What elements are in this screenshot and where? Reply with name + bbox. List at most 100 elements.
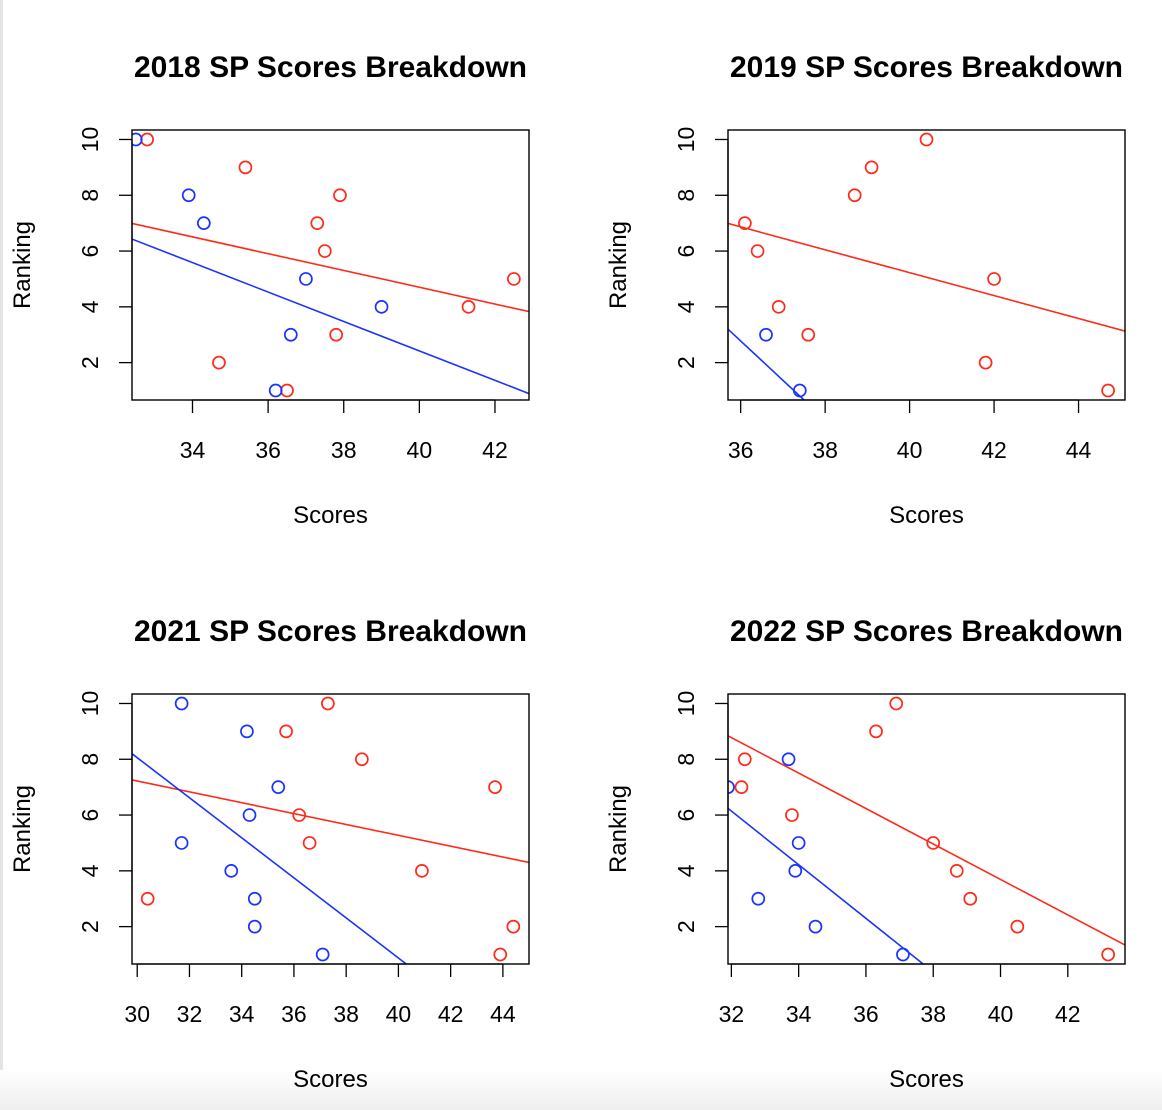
fit-line-blue — [132, 238, 529, 395]
x-axis-label: Scores — [293, 502, 368, 529]
data-point-red — [506, 919, 521, 934]
y-tick-label: 10 — [673, 691, 699, 717]
data-point-red — [734, 780, 749, 795]
data-point-blue — [181, 188, 196, 203]
x-tick-label: 44 — [1066, 437, 1092, 463]
data-point-blue — [132, 132, 143, 147]
data-point-red — [140, 132, 154, 147]
data-point-red — [488, 780, 502, 795]
data-point-red — [292, 808, 307, 822]
data-point-red — [738, 216, 752, 231]
x-tick-label: 36 — [281, 1001, 307, 1027]
data-point-blue — [247, 919, 262, 934]
x-axis-label: Scores — [889, 1066, 964, 1093]
data-point-blue — [242, 808, 257, 822]
data-point-red — [801, 327, 816, 342]
y-axis-label: Ranking — [605, 221, 632, 309]
plot-frame — [131, 693, 530, 965]
data-point-red — [771, 299, 786, 314]
y-tick-label: 4 — [673, 300, 699, 313]
x-axis-label: Scores — [293, 1066, 368, 1093]
data-point-red — [238, 160, 253, 175]
data-point-blue — [174, 696, 189, 711]
x-tick-label: 40 — [407, 437, 433, 463]
data-point-red — [869, 724, 883, 739]
y-tick-label: 6 — [673, 245, 699, 258]
plot-data — [728, 696, 1125, 964]
fit-line-red — [728, 222, 1125, 332]
x-axis-label: Scores — [889, 502, 964, 529]
x-tick-label: 36 — [853, 1001, 879, 1027]
x-tick-label: 36 — [255, 437, 281, 463]
data-point-blue — [224, 863, 239, 878]
plot-data — [132, 132, 529, 398]
x-tick-label: 40 — [386, 1001, 412, 1027]
fit-line-blue — [132, 753, 407, 964]
y-tick-label: 2 — [673, 356, 699, 369]
x-tick-label: 40 — [897, 437, 923, 463]
data-point-blue — [791, 836, 806, 850]
fit-line-blue — [728, 328, 805, 400]
y-tick-label: 4 — [77, 864, 103, 877]
data-point-red — [864, 160, 879, 175]
data-point-blue — [788, 863, 803, 878]
chart-title: 2021 SP Scores Breakdown — [134, 615, 527, 648]
y-tick-label: 6 — [77, 809, 103, 822]
chart-title: 2018 SP Scores Breakdown — [134, 51, 527, 84]
chart-title: 2022 SP Scores Breakdown — [730, 615, 1123, 648]
x-tick-label: 30 — [124, 1001, 150, 1027]
data-point-blue — [896, 947, 910, 962]
data-point-red — [310, 216, 325, 231]
x-tick-label: 34 — [180, 437, 206, 463]
data-point-red — [987, 272, 1001, 286]
y-axis-label: Ranking — [605, 785, 632, 873]
data-point-red — [978, 355, 993, 370]
y-tick-label: 10 — [77, 691, 103, 717]
data-point-red — [785, 808, 799, 822]
chart-title: 2019 SP Scores Breakdown — [730, 51, 1123, 84]
plot-data — [132, 696, 529, 964]
panel-4: 2022 SP Scores Breakdown Scores Ranking 32 3… — [605, 615, 1126, 1093]
data-point-blue — [792, 383, 807, 398]
data-point-red — [1010, 919, 1025, 934]
x-tick-label: 36 — [728, 437, 754, 463]
x-tick-label: 38 — [920, 1001, 946, 1027]
fit-line-blue — [728, 807, 924, 964]
x-tick-label: 38 — [812, 437, 838, 463]
plot-frame — [727, 129, 1126, 401]
data-point-blue — [240, 724, 254, 739]
panel-2: 2019 SP Scores Breakdown Scores Ranking 36 3… — [605, 51, 1126, 529]
data-point-red — [963, 891, 978, 906]
panel-1: 2018 SP Scores Breakdown Scores Ranking 34 3… — [9, 51, 530, 529]
data-point-red — [415, 863, 429, 878]
data-point-red — [279, 724, 293, 739]
y-tick-label: 2 — [77, 356, 103, 369]
y-tick-label: 10 — [673, 127, 699, 153]
data-point-red — [212, 355, 226, 370]
x-tick-label: 42 — [981, 437, 1007, 463]
x-tick-label: 38 — [331, 437, 357, 463]
data-point-red — [333, 188, 347, 203]
data-point-blue — [196, 216, 211, 231]
data-point-blue — [268, 383, 283, 398]
data-point-blue — [283, 327, 298, 342]
data-point-blue — [781, 752, 796, 767]
y-tick-label: 10 — [77, 127, 103, 153]
data-point-red — [507, 272, 521, 286]
plot-data — [728, 132, 1125, 400]
y-axis-label: Ranking — [9, 785, 36, 873]
data-point-blue — [315, 947, 330, 962]
x-tick-label: 38 — [333, 1001, 359, 1027]
x-tick-label: 32 — [177, 1001, 203, 1027]
x-tick-label: 42 — [438, 1001, 464, 1027]
data-point-red — [926, 836, 941, 850]
fit-line-red — [728, 735, 1125, 946]
data-point-red — [317, 244, 332, 258]
y-tick-label: 2 — [77, 920, 103, 933]
x-tick-label: 34 — [229, 1001, 255, 1027]
x-tick-label: 42 — [482, 437, 508, 463]
data-point-blue — [299, 272, 313, 286]
y-tick-label: 2 — [673, 920, 699, 933]
data-point-red — [302, 836, 317, 850]
